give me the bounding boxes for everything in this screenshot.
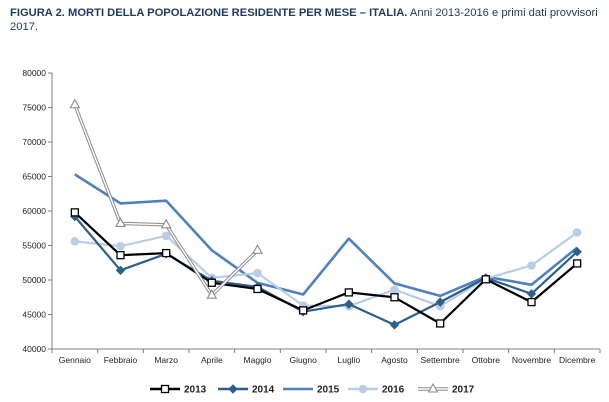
y-tick-label: 75000	[22, 103, 46, 113]
legend-item-2014: 2014	[218, 384, 275, 396]
legend-label-2013: 2013	[184, 385, 207, 396]
data-point-2017	[115, 217, 126, 227]
chart-title: FIGURA 2. MORTI DELLA POPOLAZIONE RESIDE…	[10, 6, 600, 34]
legend-label-2016: 2016	[382, 385, 405, 396]
data-point-2014	[435, 297, 445, 307]
chart-title-rest: Anni 2013-2016 e primi dati provvisori 2…	[10, 7, 598, 33]
x-tick-label: Agosto	[381, 355, 408, 365]
data-point-2014	[526, 289, 537, 299]
x-tick-label: Marzo	[154, 355, 178, 365]
data-point-2017	[69, 98, 81, 109]
data-point-2013	[481, 275, 490, 284]
data-point-2013	[390, 293, 399, 302]
legend-label-2017: 2017	[452, 385, 475, 396]
series-line-2014	[73, 215, 578, 326]
data-point-2016	[527, 261, 536, 270]
y-tick-label: 45000	[22, 310, 46, 320]
data-point-2013	[162, 248, 171, 258]
x-tick-label: Giugno	[289, 355, 317, 365]
data-point-2013	[527, 297, 536, 307]
data-point-2017	[252, 244, 263, 254]
data-point-2016	[116, 241, 125, 251]
x-tick-label: Novembre	[512, 355, 551, 365]
legend-item-2016: 2016	[348, 385, 405, 396]
legend-label-2014: 2014	[252, 385, 275, 396]
series-line-2013	[74, 211, 578, 325]
data-point-2013	[299, 306, 308, 315]
x-tick-label: Dicembre	[559, 355, 596, 365]
legend-item-2015: 2015	[283, 385, 340, 396]
data-point-2016	[161, 231, 171, 241]
legend-marker-2017	[427, 382, 439, 393]
data-point-2017	[160, 218, 172, 229]
x-tick-label: Febbraio	[104, 355, 138, 365]
legend-marker-2013	[160, 384, 170, 394]
data-point-2016	[390, 285, 399, 294]
data-point-2013	[573, 259, 582, 268]
x-tick-label: Ottobre	[472, 355, 501, 365]
series-line-2015	[74, 173, 579, 298]
y-tick-label: 70000	[22, 137, 46, 147]
y-tick-label: 60000	[22, 206, 46, 216]
y-tick-label: 40000	[22, 344, 46, 354]
data-point-2016	[70, 237, 80, 246]
legend-marker-2014	[228, 384, 238, 394]
legend-item-2013: 2013	[150, 385, 207, 396]
y-tick-label: 65000	[22, 172, 46, 182]
x-tick-label: Aprile	[201, 355, 223, 365]
data-point-2014	[389, 320, 400, 330]
series-line-2016	[74, 231, 578, 308]
data-point-2014	[344, 299, 354, 309]
chart-title-bold: FIGURA 2. MORTI DELLA POPOLAZIONE RESIDE…	[10, 7, 408, 19]
data-point-2014	[572, 247, 582, 257]
y-tick-label: 55000	[22, 241, 46, 251]
data-point-2014	[115, 265, 126, 276]
legend-item-2017: 2017	[418, 382, 475, 396]
y-tick-label: 80000	[22, 68, 46, 78]
legend-marker-2016	[358, 384, 368, 394]
x-tick-label: Settembre	[421, 355, 460, 365]
data-point-2013	[344, 288, 353, 297]
x-tick-label: Gennaio	[59, 355, 91, 365]
data-point-2013	[70, 208, 79, 217]
data-point-2013	[207, 278, 216, 287]
data-point-2017	[206, 289, 218, 299]
data-point-2016	[572, 228, 582, 237]
x-tick-label: Luglio	[337, 355, 360, 365]
legend-label-2015: 2015	[317, 385, 340, 396]
x-tick-label: Maggio	[244, 355, 272, 365]
data-point-2013	[253, 284, 262, 294]
data-point-2013	[116, 251, 125, 260]
y-tick-label: 50000	[22, 275, 46, 285]
data-point-2016	[253, 268, 262, 278]
data-point-2013	[436, 319, 445, 328]
